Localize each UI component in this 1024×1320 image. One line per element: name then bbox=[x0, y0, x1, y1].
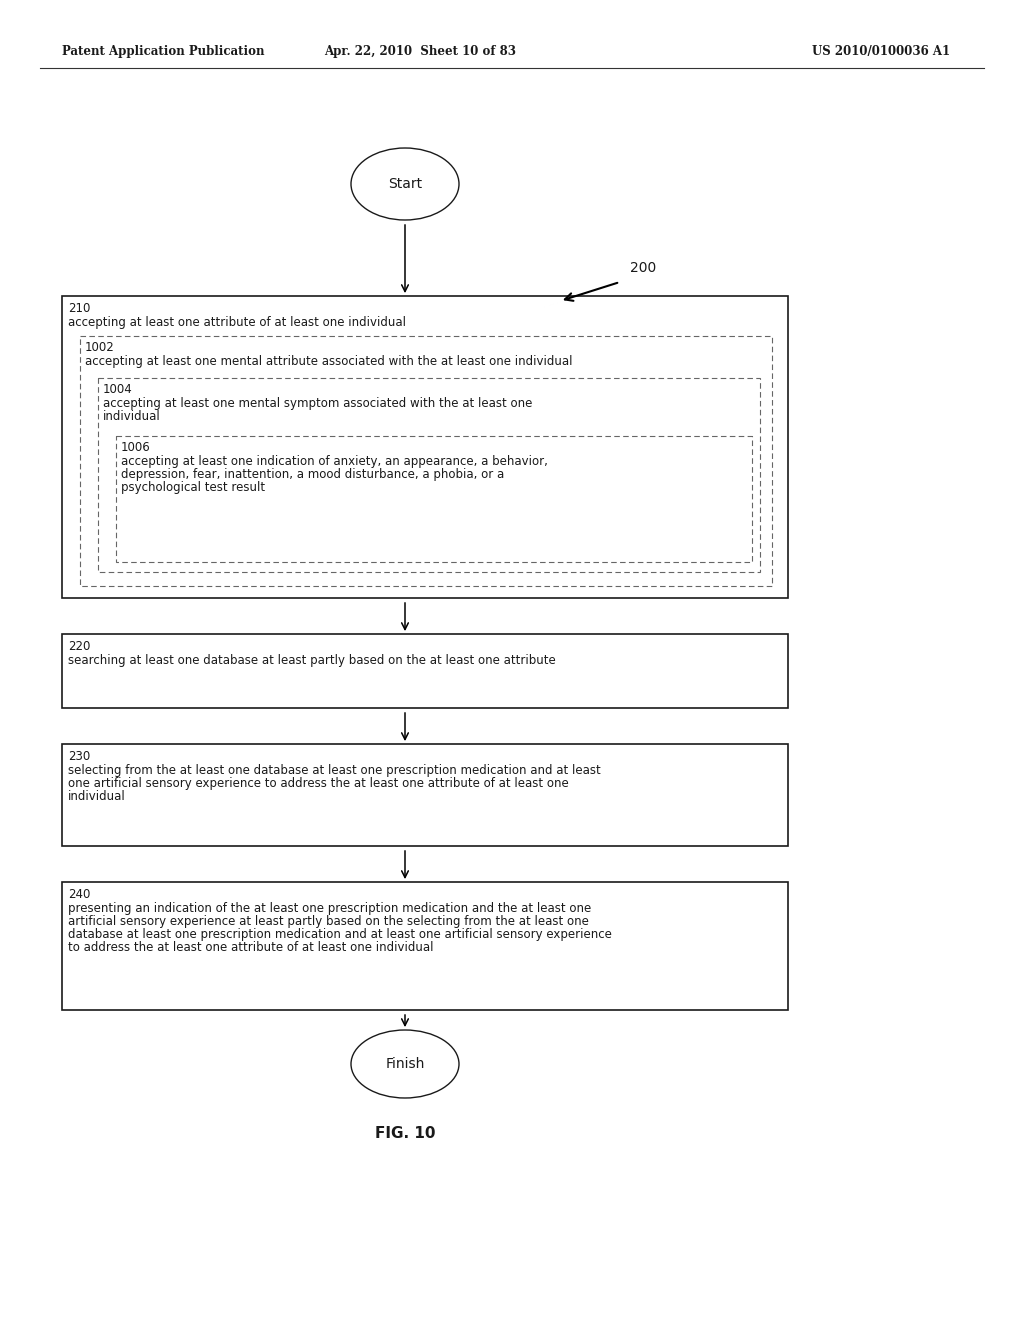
Text: US 2010/0100036 A1: US 2010/0100036 A1 bbox=[812, 45, 950, 58]
Text: psychological test result: psychological test result bbox=[121, 480, 265, 494]
Text: 230: 230 bbox=[68, 750, 90, 763]
Text: searching at least one database at least partly based on the at least one attrib: searching at least one database at least… bbox=[68, 653, 556, 667]
Bar bbox=[80, 337, 772, 586]
Text: accepting at least one indication of anxiety, an appearance, a behavior,: accepting at least one indication of anx… bbox=[121, 455, 548, 469]
Text: 200: 200 bbox=[630, 261, 656, 275]
Text: accepting at least one mental symptom associated with the at least one: accepting at least one mental symptom as… bbox=[103, 397, 532, 411]
Ellipse shape bbox=[351, 1030, 459, 1098]
Text: FIG. 10: FIG. 10 bbox=[375, 1126, 435, 1140]
Text: 240: 240 bbox=[68, 888, 90, 902]
Bar bbox=[62, 882, 788, 1010]
Text: 210: 210 bbox=[68, 302, 90, 315]
Text: individual: individual bbox=[103, 411, 161, 422]
Bar bbox=[62, 744, 788, 846]
Bar bbox=[62, 296, 788, 598]
Text: 1004: 1004 bbox=[103, 383, 133, 396]
Bar bbox=[98, 378, 760, 572]
Text: selecting from the at least one database at least one prescription medication an: selecting from the at least one database… bbox=[68, 764, 601, 777]
Text: Patent Application Publication: Patent Application Publication bbox=[62, 45, 264, 58]
Text: individual: individual bbox=[68, 789, 126, 803]
Text: Start: Start bbox=[388, 177, 422, 191]
Bar bbox=[62, 634, 788, 708]
Text: artificial sensory experience at least partly based on the selecting from the at: artificial sensory experience at least p… bbox=[68, 915, 589, 928]
Text: 1002: 1002 bbox=[85, 341, 115, 354]
Text: Finish: Finish bbox=[385, 1057, 425, 1071]
Bar bbox=[116, 436, 752, 562]
Text: database at least one prescription medication and at least one artificial sensor: database at least one prescription medic… bbox=[68, 928, 612, 941]
Text: 220: 220 bbox=[68, 640, 90, 653]
Ellipse shape bbox=[351, 148, 459, 220]
Text: 1006: 1006 bbox=[121, 441, 151, 454]
Text: one artificial sensory experience to address the at least one attribute of at le: one artificial sensory experience to add… bbox=[68, 777, 568, 789]
Text: Apr. 22, 2010  Sheet 10 of 83: Apr. 22, 2010 Sheet 10 of 83 bbox=[324, 45, 516, 58]
Text: accepting at least one mental attribute associated with the at least one individ: accepting at least one mental attribute … bbox=[85, 355, 572, 368]
Text: to address the at least one attribute of at least one individual: to address the at least one attribute of… bbox=[68, 941, 433, 954]
Text: depression, fear, inattention, a mood disturbance, a phobia, or a: depression, fear, inattention, a mood di… bbox=[121, 469, 504, 480]
Text: accepting at least one attribute of at least one individual: accepting at least one attribute of at l… bbox=[68, 315, 406, 329]
Text: presenting an indication of the at least one prescription medication and the at : presenting an indication of the at least… bbox=[68, 902, 591, 915]
